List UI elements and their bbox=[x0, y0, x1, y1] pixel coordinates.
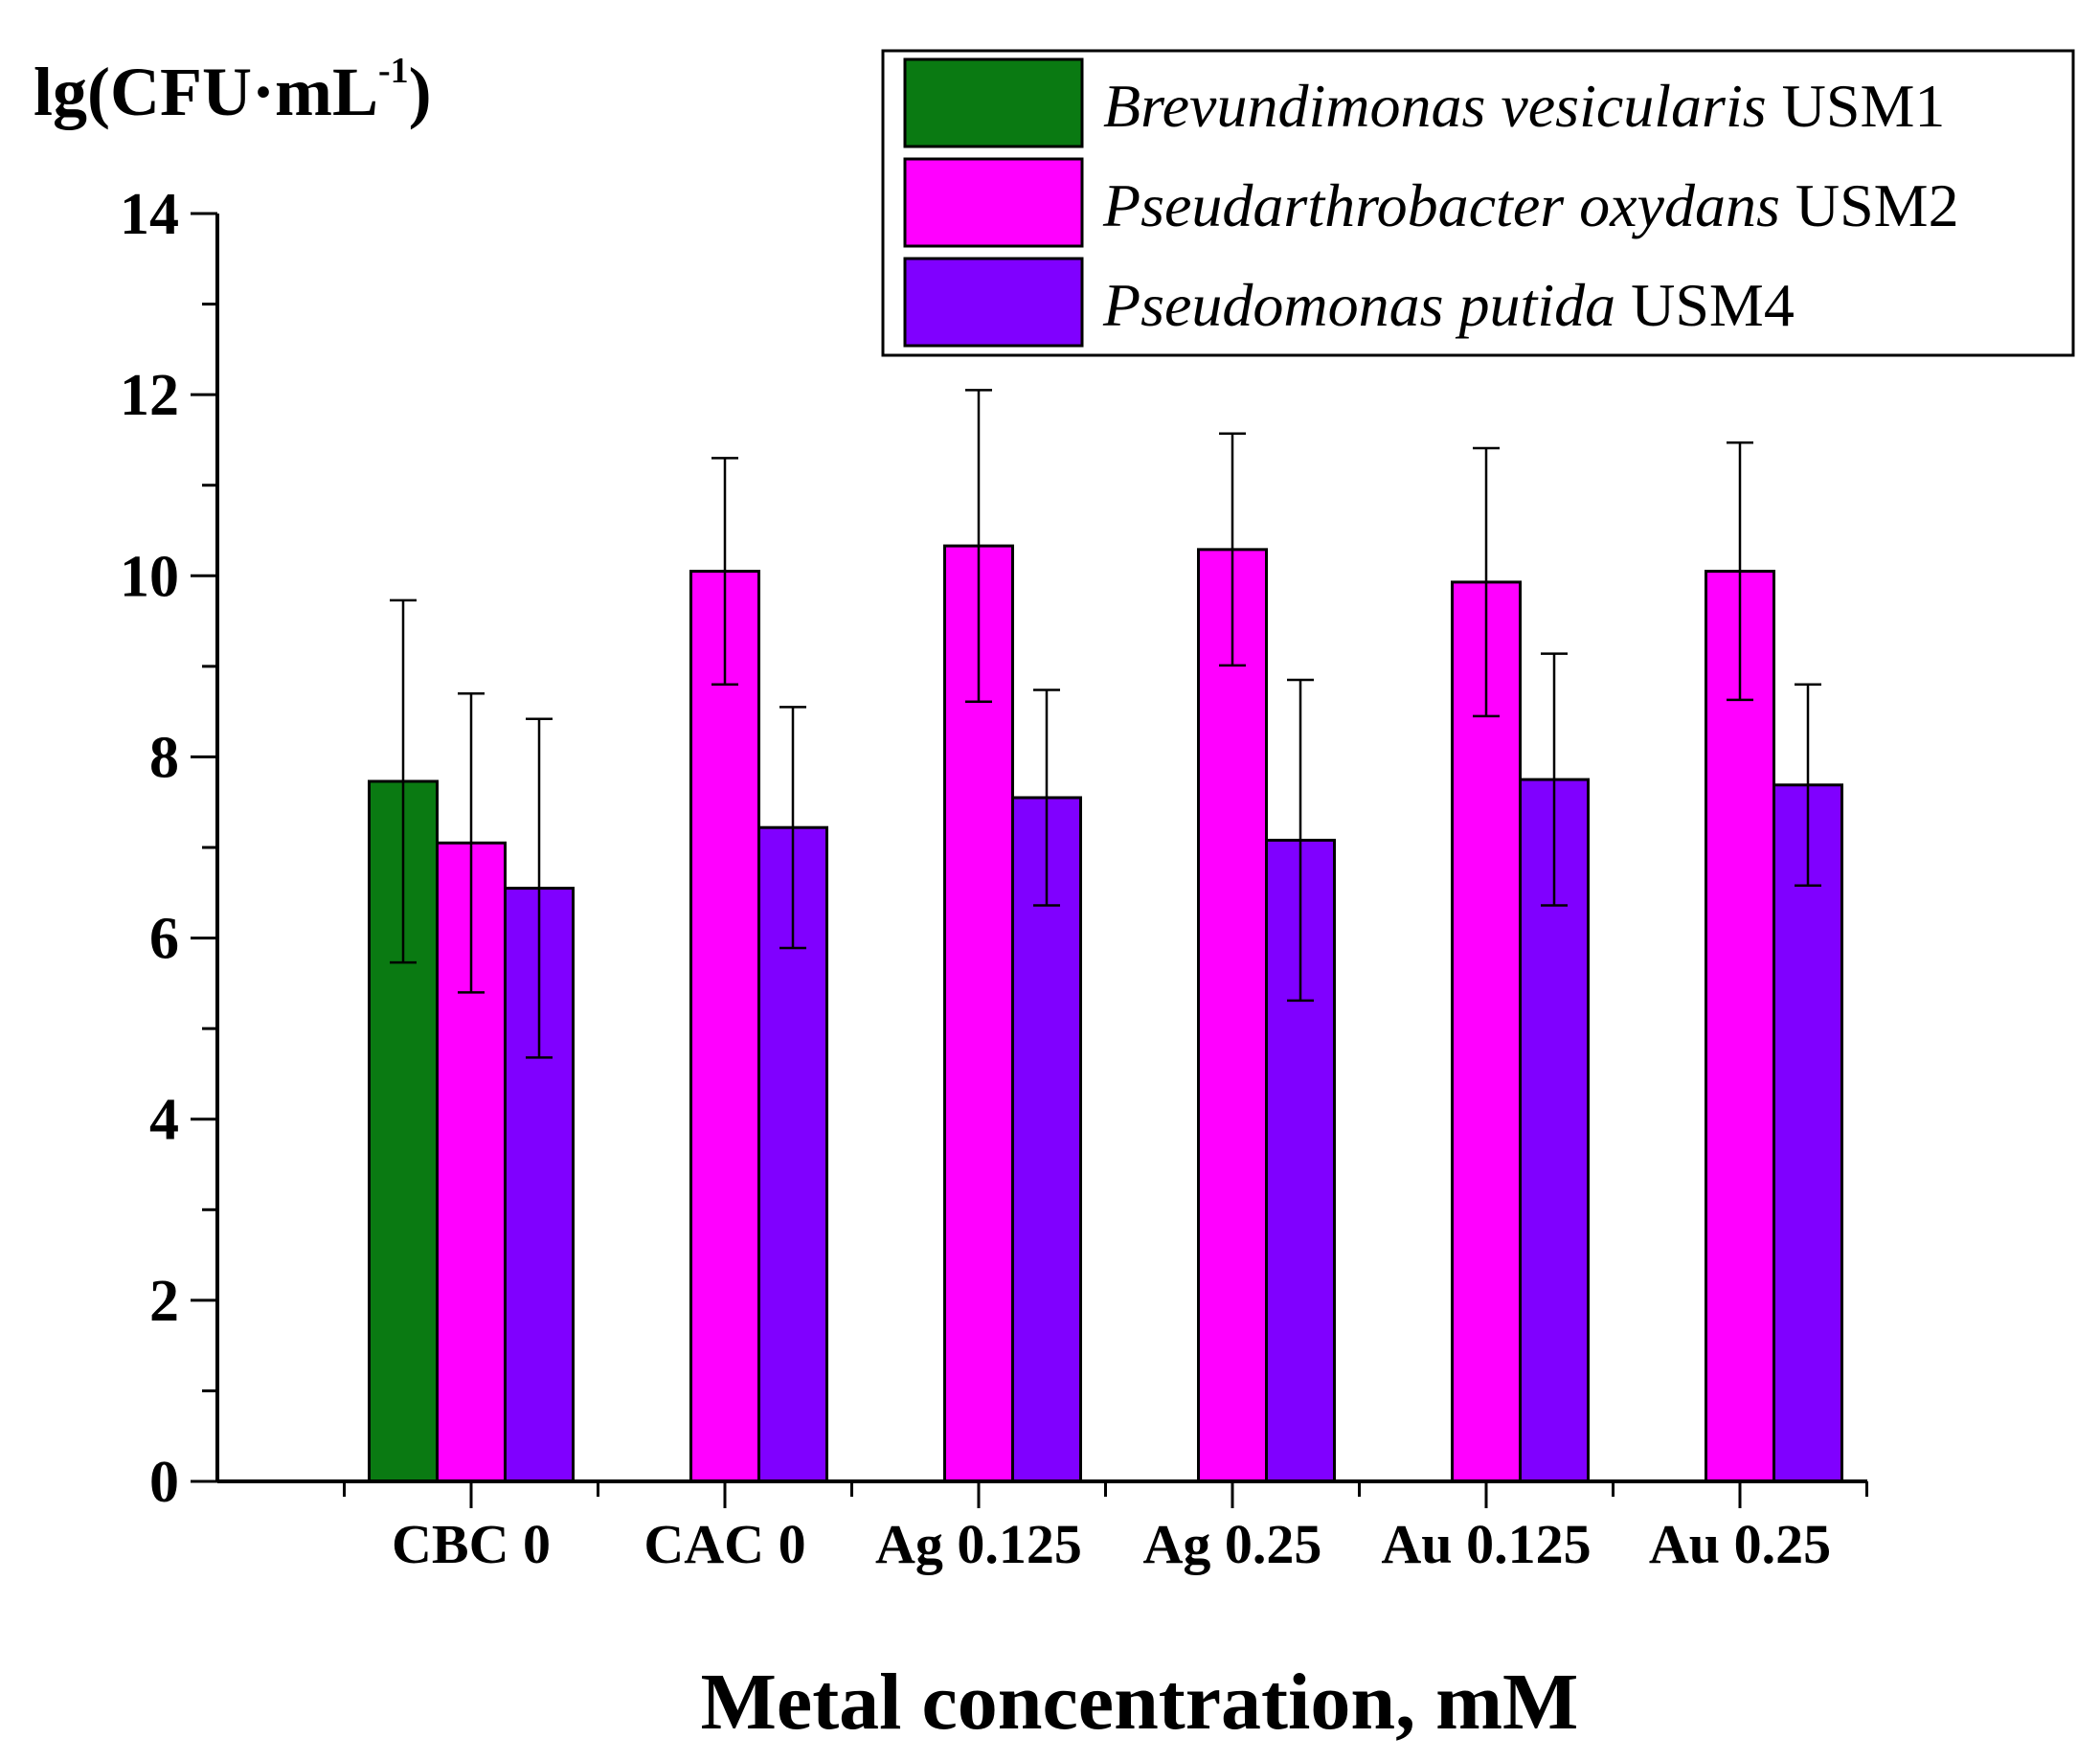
legend-swatch-usm1 bbox=[903, 57, 1084, 148]
y-tick-label: 14 bbox=[120, 182, 179, 247]
x-tick-label: Au 0.125 bbox=[1381, 1513, 1591, 1575]
x-tick-label: Ag 0.25 bbox=[1143, 1513, 1322, 1575]
error-bar-usm4-3 bbox=[1287, 678, 1314, 1003]
y-tick-label: 10 bbox=[120, 544, 179, 609]
error-bar-usm2-2 bbox=[965, 389, 992, 703]
bar-usm4-1 bbox=[757, 825, 828, 1483]
bar-usm2-4 bbox=[1451, 580, 1522, 1483]
error-bar-usm1-0 bbox=[390, 598, 417, 964]
error-bar-usm2-1 bbox=[711, 457, 738, 687]
legend-label-usm4: Pseudomonas putida USM4 bbox=[1102, 271, 1795, 339]
error-bar-usm4-1 bbox=[779, 706, 806, 950]
error-bar-usm2-0 bbox=[458, 691, 485, 994]
legend-label-usm2: Pseudarthrobacter oxydans USM2 bbox=[1102, 171, 1959, 239]
bar-usm2-5 bbox=[1705, 570, 1775, 1483]
error-bar-usm4-0 bbox=[526, 717, 553, 1059]
legend-swatch-usm4 bbox=[903, 257, 1084, 348]
x-tick-label: Ag 0.125 bbox=[875, 1513, 1082, 1575]
error-bar-usm4-5 bbox=[1795, 683, 1821, 887]
error-bar-usm2-5 bbox=[1727, 441, 1753, 702]
legend: Brevundimonas vesicularis USM1 Pseudarthr… bbox=[881, 49, 2075, 357]
x-tick-label: CBC 0 bbox=[392, 1513, 551, 1575]
error-bar-usm4-4 bbox=[1541, 652, 1568, 907]
bar-usm4-2 bbox=[1011, 796, 1082, 1483]
y-tick-label: 2 bbox=[149, 1269, 179, 1334]
error-bar-usm2-4 bbox=[1473, 446, 1500, 718]
x-tick-label: CAC 0 bbox=[644, 1513, 805, 1575]
legend-swatch-usm2 bbox=[903, 157, 1084, 248]
y-tick-label: 8 bbox=[149, 725, 179, 790]
y-tick-label: 6 bbox=[149, 907, 179, 972]
tick-labels-layer: 0 2 4 6 8 10 12 14 CBC 0 CAC 0 Ag 0.125 Ag 0.25 Au 0… bbox=[120, 182, 1831, 1575]
bar-usm2-1 bbox=[689, 570, 760, 1483]
error-bars-layer bbox=[390, 389, 1821, 1059]
y-tick-label: 4 bbox=[149, 1088, 179, 1153]
axes-layer bbox=[191, 212, 1868, 1508]
y-tick-label: 12 bbox=[120, 363, 179, 428]
bar-usm2-3 bbox=[1197, 548, 1268, 1483]
bars-layer bbox=[368, 544, 1843, 1483]
x-axis-title: Metal concentration, mM bbox=[701, 1658, 1579, 1747]
x-tick-label: Au 0.25 bbox=[1649, 1513, 1831, 1575]
legend-label-usm1: Brevundimonas vesicularis USM1 bbox=[1103, 72, 1945, 140]
y-axis-title: lg(CFU·mL-1) bbox=[34, 51, 432, 130]
error-bar-usm4-2 bbox=[1033, 689, 1060, 907]
y-tick-label: 0 bbox=[149, 1450, 179, 1515]
bar-usm4-5 bbox=[1773, 783, 1843, 1483]
error-bar-usm2-3 bbox=[1219, 432, 1246, 667]
